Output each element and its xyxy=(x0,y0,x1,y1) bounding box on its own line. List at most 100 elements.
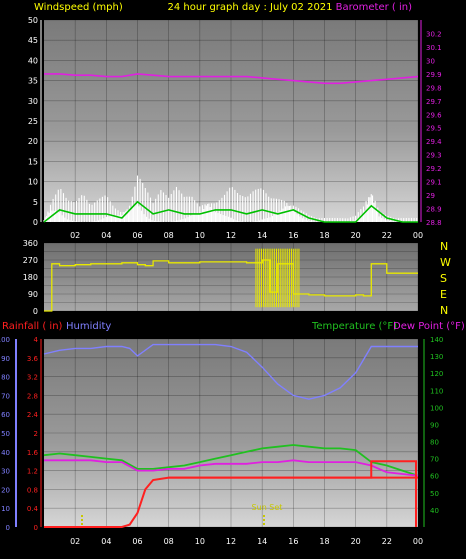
direction-tick-label: 90 xyxy=(28,290,38,299)
windspeed-tick-label: 5 xyxy=(33,198,38,207)
windspeed-tick-label: 0 xyxy=(33,218,38,227)
temperature-tick-label: 60 xyxy=(430,473,439,481)
temperature-tick-label: 120 xyxy=(430,370,443,378)
rainfall-axis-label: Rainfall ( in) xyxy=(2,321,63,332)
barometer-line xyxy=(44,73,419,85)
temp-time-tick-label: 06 xyxy=(132,537,142,546)
temperature-tick-label: 140 xyxy=(430,336,443,344)
windspeed-tick-label: 10 xyxy=(28,178,38,187)
wind-time-tick-label: 04 xyxy=(101,231,111,240)
humidity-axis-label: Humidity xyxy=(66,321,111,332)
barometer-tick-label: 30.2 xyxy=(426,30,442,38)
temperature-tick-label: 80 xyxy=(430,439,439,447)
wind-time-tick-label: 10 xyxy=(195,231,205,240)
windspeed-tick-label: 15 xyxy=(28,157,38,166)
barometer-tick-label: 28.9 xyxy=(426,206,442,214)
rainfall-tick-label: 4 xyxy=(34,336,39,344)
wind-time-tick-label: 18 xyxy=(319,231,329,240)
compass-label-n-top: N xyxy=(440,240,448,253)
windspeed-axis-label: Windspeed (mph) xyxy=(34,2,123,13)
temp-time-tick-label: 08 xyxy=(164,537,174,546)
barometer-tick-label: 29.8 xyxy=(426,84,442,92)
rainfall-tick-label: 1.6 xyxy=(27,449,39,457)
temperature-tick-label: 110 xyxy=(430,387,443,395)
humidity-tick-label: 70 xyxy=(1,392,10,400)
windspeed-tick-label: 20 xyxy=(28,137,38,146)
barometer-tick-label: 28.8 xyxy=(426,219,442,227)
humidity-tick-label: 100 xyxy=(0,336,10,344)
humidity-tick-label: 0 xyxy=(6,524,10,532)
barometer-tick-label: 29.6 xyxy=(426,111,442,119)
wind-average-line xyxy=(43,200,418,223)
chart-title: 24 hour graph day : July 02 2021 xyxy=(167,2,332,13)
windspeed-tick-label: 25 xyxy=(28,117,38,126)
humidity-tick-label: 60 xyxy=(1,411,10,419)
wind-time-tick-label: 06 xyxy=(132,231,142,240)
dewpoint-axis-label: Dew Point (°F) xyxy=(393,321,465,332)
wind-time-tick-label: 00 xyxy=(413,231,423,240)
barometer-tick-label: 29.2 xyxy=(426,165,442,173)
rainfall-tick-label: 0.4 xyxy=(27,505,39,513)
barometer-tick-label: 29.5 xyxy=(426,125,442,133)
temperature-tick-label: 90 xyxy=(430,421,439,429)
humidity-tick-label: 40 xyxy=(1,449,10,457)
barometer-tick-label: 29.7 xyxy=(426,98,442,106)
humidity-tick-label: 90 xyxy=(1,355,10,363)
temp-time-tick-label: 00 xyxy=(413,537,423,546)
compass-label-w: W xyxy=(440,256,451,269)
direction-tick-label: 360 xyxy=(23,239,38,248)
humidity-tick-label: 20 xyxy=(1,486,10,494)
wind-time-tick-label: 02 xyxy=(70,231,80,240)
barometer-tick-label: 29.9 xyxy=(426,71,442,79)
humidity-tick-label: 10 xyxy=(1,505,10,513)
temp-time-tick-label: 20 xyxy=(351,537,361,546)
rainfall-tick-label: 0.8 xyxy=(27,486,38,494)
temperature-panel xyxy=(44,339,418,527)
temp-time-tick-label: 18 xyxy=(319,537,329,546)
humidity-tick-label: 30 xyxy=(1,468,10,476)
rainfall-tick-label: 2.4 xyxy=(27,411,39,419)
temp-time-tick-label: 12 xyxy=(226,537,236,546)
temp-time-tick-label: 02 xyxy=(70,537,80,546)
barometer-tick-label: 30 xyxy=(426,57,435,65)
wind-time-tick-label: 12 xyxy=(226,231,236,240)
windspeed-tick-label: 40 xyxy=(28,56,38,65)
direction-tick-label: 180 xyxy=(23,273,38,282)
barometer-tick-label: 29.1 xyxy=(426,179,442,187)
wind-panel xyxy=(44,20,418,222)
temperature-tick-label: 70 xyxy=(430,456,439,464)
wind-time-tick-label: 22 xyxy=(382,231,392,240)
wind-time-tick-label: 08 xyxy=(164,231,174,240)
temperature-axis-label: Temperature (°F) xyxy=(311,321,397,332)
wind-time-tick-label: 14 xyxy=(257,231,267,240)
compass-label-s: S xyxy=(440,272,447,285)
barometer-tick-label: 29 xyxy=(426,192,435,200)
barometer-tick-label: 29.3 xyxy=(426,152,442,160)
temperature-tick-label: 40 xyxy=(430,507,439,515)
rainfall-tick-label: 2 xyxy=(34,430,38,438)
temp-time-tick-label: 16 xyxy=(288,537,298,546)
rainfall-tick-label: 0 xyxy=(34,524,38,532)
temperature-tick-label: 130 xyxy=(430,353,443,361)
temp-time-tick-label: 10 xyxy=(195,537,205,546)
windspeed-tick-label: 30 xyxy=(28,97,38,106)
wind-time-tick-label: 16 xyxy=(288,231,298,240)
temperature-line xyxy=(43,444,419,477)
compass-label-n-bottom: N xyxy=(440,304,448,317)
rainfall-tick-label: 1.2 xyxy=(27,468,38,476)
rainfall-tick-label: 2.8 xyxy=(27,392,38,400)
rainfall-step xyxy=(168,460,417,527)
humidity-tick-label: 50 xyxy=(1,430,10,438)
barometer-tick-label: 29.4 xyxy=(426,138,442,146)
wind-time-tick-label: 20 xyxy=(351,231,361,240)
windspeed-tick-label: 45 xyxy=(28,36,38,45)
direction-panel xyxy=(44,243,418,311)
humidity-tick-label: 80 xyxy=(1,374,10,382)
wind-direction-line xyxy=(44,259,418,312)
temperature-tick-label: 100 xyxy=(430,404,443,412)
sunset-label: Sun Set xyxy=(252,503,283,512)
windspeed-tick-label: 50 xyxy=(28,16,38,25)
barometer-tick-label: 30.1 xyxy=(426,44,442,52)
barometer-axis-label: Barometer ( in) xyxy=(336,2,412,13)
